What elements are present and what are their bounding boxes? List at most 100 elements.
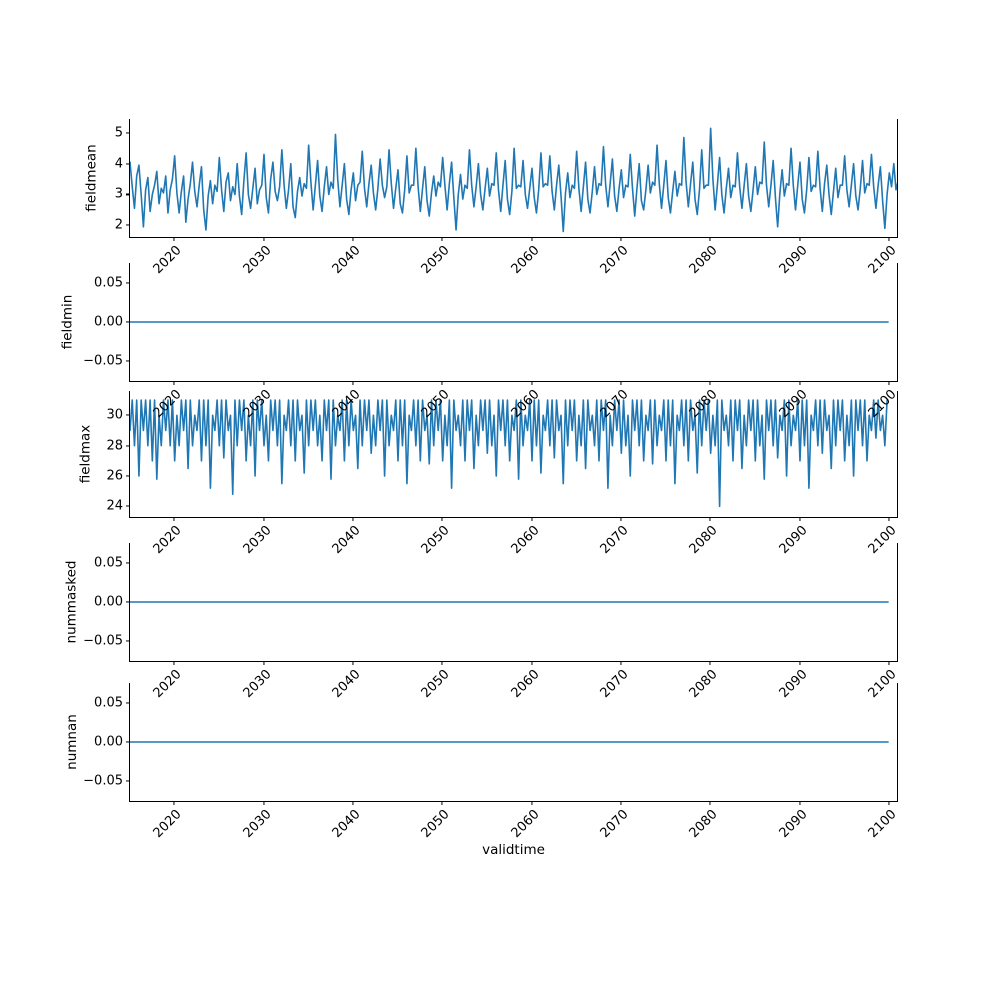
xtick-mark [888,517,890,521]
series-fieldmean [130,119,897,237]
xtick-label: 2020 [150,807,185,842]
ytick-label: −0.05 [83,353,123,369]
series-fieldmin [130,263,897,381]
xtick-mark [173,381,175,385]
ytick-label: 0.00 [94,314,123,330]
xtick-label: 2090 [776,807,811,842]
panel-nummasked: nummasked 0.05 0.00 −0.05 2020 2030 2040 2050 2… [0,519,1000,701]
ytick-mark [126,562,130,564]
ytick-label: 0.00 [94,594,123,610]
ytick-label: 0.05 [94,555,123,571]
ytick-label: 24 [106,498,123,514]
xtick-mark [888,381,890,385]
xtick-mark [799,661,801,665]
xtick-mark [620,381,622,385]
axis-label-numnan: numnan [63,714,80,770]
ytick-label: 0.05 [94,695,123,711]
panel-top-mask [0,367,1000,391]
xtick-mark [620,237,622,241]
plot-area-nummasked [130,543,897,661]
series-nummasked [130,543,897,661]
xtick-mark [263,381,265,385]
xtick-mark [263,661,265,665]
axis-label-validtime: validtime [482,842,545,858]
ytick-label: 28 [106,438,123,454]
panel-fieldmean: fieldmean 5 4 3 2 2020 2030 2040 2050 2060 2070 20… [0,79,1000,277]
xtick-label: 2060 [508,807,543,842]
xtick-mark [709,237,711,241]
panel-top-mask [0,79,1000,119]
ytick-mark [126,741,130,743]
xtick-mark [531,381,533,385]
xtick-mark [441,661,443,665]
ytick-label: 0.00 [94,734,123,750]
ytick-label: 26 [106,468,123,484]
xtick-mark [352,661,354,665]
plot-area-fieldmax [130,391,897,517]
xtick-mark [263,801,265,805]
xtick-label: 2070 [597,807,632,842]
xtick-mark [620,517,622,521]
ytick-label: 3 [114,186,123,202]
xtick-mark [263,517,265,521]
panel-top-mask [0,659,1000,683]
xtick-mark [799,517,801,521]
plot-area-fieldmean [130,119,897,237]
ytick-mark [126,780,130,782]
xtick-mark [709,661,711,665]
ytick-mark [126,702,130,704]
panel-top-mask [0,239,1000,263]
ytick-mark [126,132,130,134]
ytick-mark [126,414,130,416]
xtick-mark [888,661,890,665]
series-fieldmax [130,391,897,517]
ytick-mark [126,321,130,323]
ytick-mark [126,193,130,196]
axis-label-fieldmean: fieldmean [83,144,100,212]
xtick-mark [173,661,175,665]
xtick-mark [620,801,622,805]
ytick-mark [126,445,130,447]
ytick-mark [126,475,130,477]
ytick-label: 5 [114,125,123,141]
ytick-mark [126,640,130,642]
xtick-mark [709,381,711,385]
xtick-mark [352,237,354,241]
xtick-mark [352,381,354,385]
xtick-mark [620,661,622,665]
xtick-mark [888,801,890,805]
xtick-mark [799,381,801,385]
xtick-mark [441,801,443,805]
xtick-mark [799,237,801,241]
ytick-label: −0.05 [83,773,123,789]
xtick-mark [531,517,533,521]
xtick-mark [352,517,354,521]
panel-top-mask [0,519,1000,543]
plot-area-fieldmin [130,263,897,381]
axis-label-nummasked: nummasked [63,560,80,644]
xtick-label: 2080 [686,807,721,842]
xtick-mark [531,801,533,805]
xtick-mark [352,801,354,805]
xtick-mark [709,801,711,805]
ytick-label: 0.05 [94,275,123,291]
xtick-mark [173,237,175,241]
ytick-mark [126,601,130,603]
series-numnan [130,683,897,801]
ytick-mark [126,163,130,165]
panel-fieldmin: fieldmin 0.05 0.00 −0.05 2020 2030 2040 2050 20… [0,239,1000,421]
axis-label-fieldmax: fieldmax [77,424,94,484]
xtick-mark [531,661,533,665]
xtick-label: 2050 [418,807,453,842]
xtick-mark [709,517,711,521]
xtick-label: 2100 [865,807,900,842]
xtick-mark [173,517,175,521]
xtick-mark [531,237,533,241]
ytick-mark [126,505,130,507]
panel-fieldmax: fieldmax 30 28 26 24 2020 2030 2040 2050 2060 207… [0,367,1000,557]
ytick-label: −0.05 [83,633,123,649]
xtick-mark [888,237,890,241]
axis-label-fieldmin: fieldmin [59,294,76,350]
xtick-mark [441,381,443,385]
